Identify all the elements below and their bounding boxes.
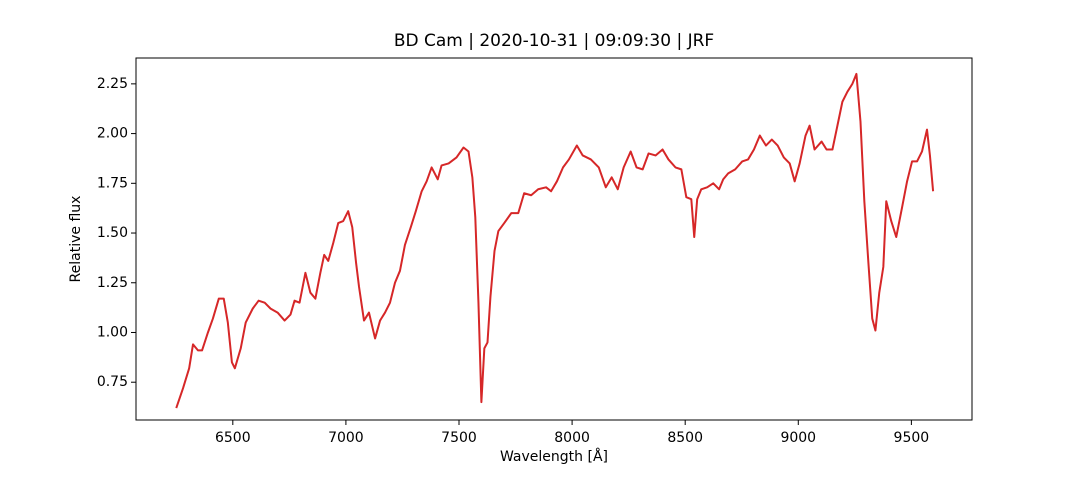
chart-title: BD Cam | 2020-10-31 | 09:09:30 | JRF bbox=[394, 31, 714, 51]
x-tick-label: 8500 bbox=[667, 430, 703, 446]
y-tick-label: 1.00 bbox=[97, 324, 128, 340]
y-tick-label: 2.25 bbox=[97, 76, 128, 92]
y-tick-label: 0.75 bbox=[97, 374, 128, 390]
x-tick-label: 7500 bbox=[441, 430, 477, 446]
x-tick-label: 6500 bbox=[215, 430, 251, 446]
y-tick-label: 2.00 bbox=[97, 126, 128, 142]
y-tick-label: 1.25 bbox=[97, 275, 128, 291]
spectrum-line bbox=[175, 72, 935, 409]
x-tick-label: 7000 bbox=[328, 430, 364, 446]
x-tick-label: 9500 bbox=[894, 430, 930, 446]
y-tick-label: 1.75 bbox=[97, 175, 128, 191]
x-tick-label: 9000 bbox=[780, 430, 816, 446]
y-axis-label: Relative flux bbox=[68, 196, 84, 283]
plot-frame bbox=[135, 57, 973, 421]
x-axis-label: Wavelength [Å] bbox=[500, 448, 608, 465]
y-tick-label: 1.50 bbox=[97, 225, 128, 241]
x-tick-label: 8000 bbox=[554, 430, 590, 446]
